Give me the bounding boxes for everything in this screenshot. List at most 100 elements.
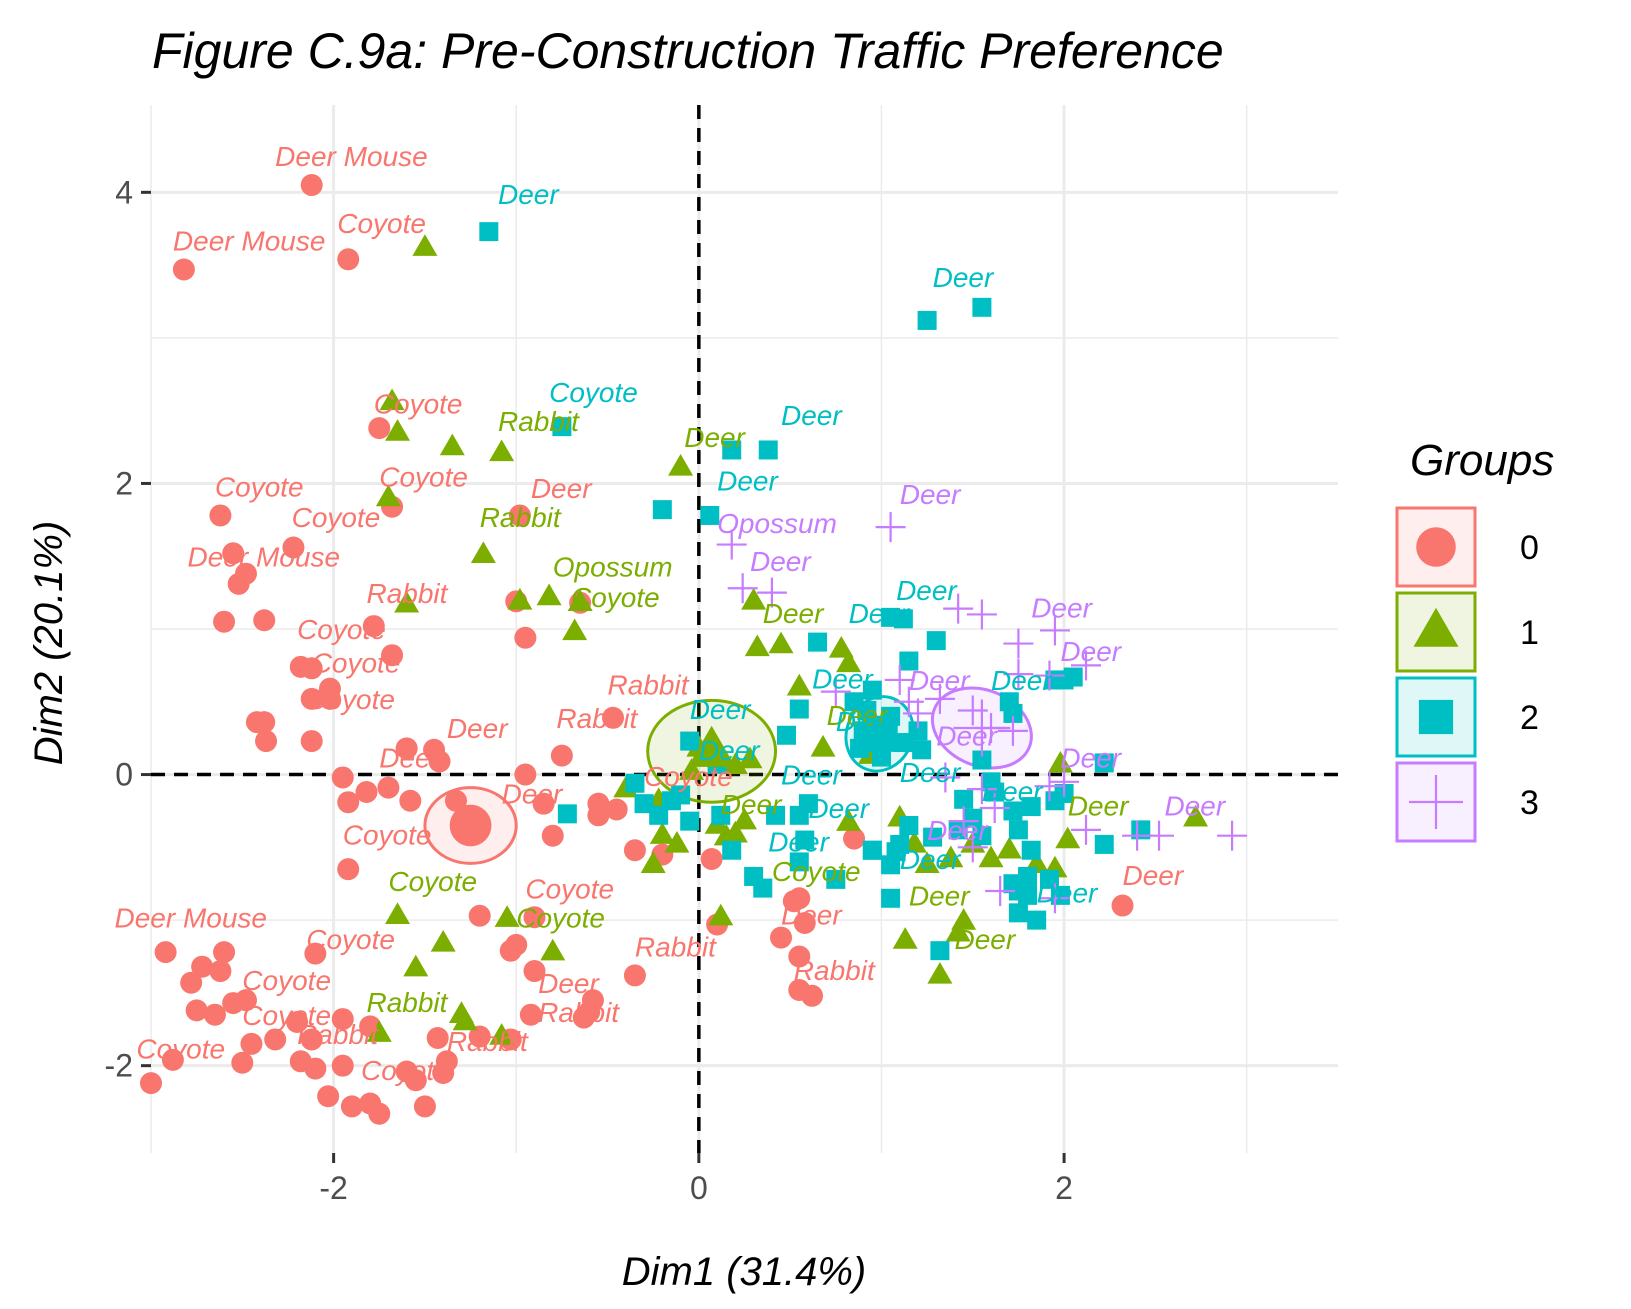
point-group-2 [552, 417, 572, 437]
point-group-3 [1039, 883, 1070, 914]
point-group-2 [826, 869, 846, 889]
point-label: Coyote [549, 377, 638, 408]
point-group-1 [810, 734, 836, 757]
point-group-2 [963, 808, 983, 828]
point-group-0 [304, 942, 327, 965]
point-group-0 [337, 248, 360, 271]
point-label: Deer [849, 598, 911, 629]
point-label: Coyote [337, 208, 426, 239]
point-group-2 [981, 772, 1001, 792]
point-group-2 [893, 733, 913, 753]
point-label: Opossum [553, 552, 673, 583]
point-group-0 [505, 933, 528, 956]
point-label: Deer [1060, 742, 1122, 773]
point-group-0 [843, 827, 866, 850]
point-group-2 [777, 725, 797, 745]
point-group-2 [912, 740, 932, 760]
point-label: Coyote [292, 502, 381, 533]
centroid-group-1 [687, 725, 736, 767]
point-label: Deer [900, 844, 962, 875]
point-group-0 [587, 804, 610, 827]
point-group-2 [1003, 801, 1023, 821]
point-group-1 [385, 902, 411, 924]
point-group-0 [140, 1072, 162, 1095]
point-group-2 [1008, 903, 1028, 923]
point-group-2 [1008, 820, 1028, 840]
point-group-2 [680, 811, 700, 831]
point-group-1 [708, 903, 734, 926]
point-group-2 [923, 827, 943, 847]
point-label: Coyote [343, 819, 432, 850]
legend-title: Groups [1410, 436, 1554, 485]
point-group-2 [930, 941, 950, 961]
point-group-0 [602, 706, 625, 729]
point-group-1 [649, 822, 675, 844]
point-group-1 [679, 758, 705, 780]
point-group-3 [875, 512, 906, 543]
point-group-0 [428, 750, 451, 773]
point-label: Coyote [136, 1033, 225, 1064]
point-group-1 [640, 851, 666, 874]
point-group-2 [881, 888, 901, 908]
y-tick-label: 0 [115, 757, 133, 793]
point-label: Rabbit [297, 1019, 379, 1050]
point-group-1 [732, 807, 757, 830]
point-group-2 [908, 721, 928, 741]
point-group-1 [741, 587, 767, 610]
point-group-1 [828, 635, 854, 658]
point-group-3 [1003, 628, 1034, 659]
point-group-3 [716, 529, 747, 560]
point-label: Deer [531, 473, 593, 504]
point-label: Coyote [215, 472, 304, 503]
legend-label-1: 1 [1520, 614, 1539, 652]
point-label: Rabbit [794, 955, 876, 986]
point-label: Rabbit [480, 502, 562, 533]
point-label: Deer [933, 262, 995, 293]
point-group-1 [470, 541, 496, 563]
point-label: Rabbit [538, 997, 620, 1028]
point-group-0 [300, 730, 323, 753]
point-group-2 [700, 505, 720, 525]
point-group-2 [766, 805, 786, 825]
point-group-3 [756, 577, 787, 608]
point-group-2 [917, 310, 937, 330]
point-label: Deer [982, 776, 1044, 807]
point-label: Coyote [516, 902, 605, 933]
point-group-1 [489, 439, 515, 462]
point-group-1 [412, 234, 438, 256]
point-group-1 [938, 845, 964, 868]
point-group-2 [1021, 840, 1041, 860]
point-group-0 [209, 504, 232, 527]
point-label: Deer Mouse [173, 226, 326, 257]
legend: Groups 0 1 2 3 [1395, 436, 1554, 843]
legend-key-2 [1395, 676, 1477, 758]
legend-symbol-2 [1418, 699, 1454, 735]
point-group-0 [700, 847, 723, 870]
point-group-0 [185, 999, 208, 1022]
point-group-0 [1111, 894, 1134, 917]
point-label: Deer [991, 665, 1053, 696]
legend-label-0: 0 [1520, 529, 1539, 567]
point-label: Deer Mouse [188, 541, 341, 572]
point-label: Deer [909, 881, 971, 912]
point-group-1 [536, 583, 562, 606]
point-group-0 [172, 258, 195, 281]
point-group-2 [1094, 753, 1114, 773]
point-group-2 [722, 440, 742, 460]
legend-symbol-0 [1416, 527, 1456, 567]
point-group-0 [788, 945, 811, 968]
point-group-1 [978, 845, 1004, 868]
point-group-0 [368, 1102, 391, 1125]
point-group-3 [902, 698, 933, 729]
y-tick-label: 2 [115, 465, 133, 501]
point-group-0 [161, 1048, 184, 1071]
point-group-0 [282, 536, 305, 559]
point-label: Deer [684, 422, 746, 453]
point-group-1 [540, 938, 566, 961]
point-label: Deer [717, 466, 779, 497]
legend-symbol-1 [1413, 607, 1459, 647]
y-tick-label: -2 [105, 1048, 133, 1084]
point-group-2 [722, 840, 742, 860]
point-label: Deer [502, 779, 564, 810]
